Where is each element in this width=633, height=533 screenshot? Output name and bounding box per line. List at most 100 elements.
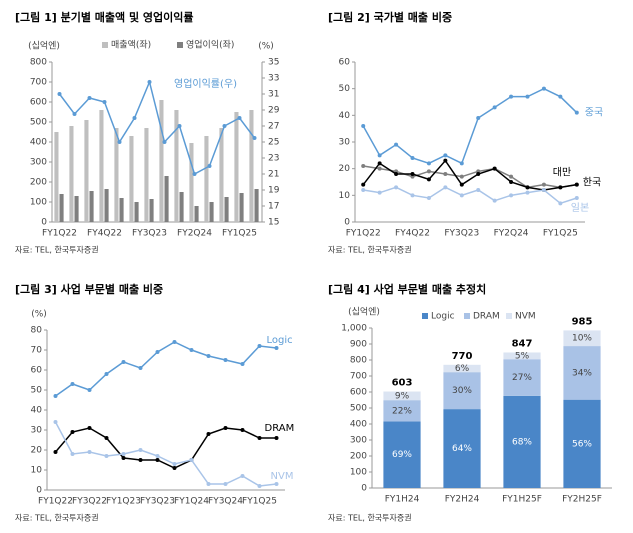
bar: [249, 110, 254, 222]
y-tick-label: 600: [30, 98, 47, 108]
legend-swatch: [177, 42, 183, 48]
total-label: 985: [572, 316, 593, 327]
bar-segment: [563, 346, 601, 400]
y-tick-label: 60: [31, 366, 43, 376]
marker: [377, 153, 382, 158]
x-tick-label: FY2Q24: [494, 229, 529, 239]
source: 자료: TEL, 한국투자증권: [328, 513, 412, 523]
value-label: 5%: [515, 351, 530, 361]
y-tick-label: 200: [350, 452, 367, 462]
x-tick-label: FY3Q23: [140, 497, 175, 507]
marker: [509, 193, 514, 198]
total-label: 847: [512, 338, 533, 349]
series-label: NVM: [271, 471, 294, 482]
marker: [192, 172, 197, 176]
marker: [274, 346, 279, 350]
marker: [492, 166, 497, 171]
marker: [443, 153, 448, 158]
y-tick-label: 300: [350, 436, 367, 446]
y-tick-label: 500: [350, 404, 367, 414]
marker: [426, 169, 431, 174]
bar: [234, 112, 239, 222]
marker: [189, 458, 194, 462]
x-tick-label: FY1Q24: [174, 497, 209, 507]
source: 자료: TEL, 한국투자증권: [328, 245, 412, 255]
x-tick-label: FY1Q23: [106, 497, 141, 507]
y-tick-label: 30: [31, 426, 43, 436]
marker: [476, 116, 481, 120]
marker: [274, 482, 279, 486]
marker: [87, 96, 92, 100]
chart-title: [그림 2] 국가별 매출 비중: [328, 10, 452, 24]
marker: [240, 362, 245, 366]
marker: [237, 116, 242, 120]
marker: [426, 177, 431, 182]
marker: [189, 348, 194, 352]
bar-segment: [503, 359, 541, 396]
legend-label: 매출액(좌): [111, 39, 151, 51]
x-tick-label: FY4Q22: [395, 229, 430, 239]
y-tick-label: 0: [36, 486, 42, 496]
marker: [443, 172, 448, 176]
marker: [138, 448, 143, 452]
total-label: 603: [392, 378, 413, 389]
y2-tick-label: 23: [268, 154, 279, 164]
marker: [426, 196, 431, 200]
bar: [69, 126, 74, 222]
marker: [132, 116, 137, 120]
x-tick-label: FY1Q22: [346, 229, 381, 239]
marker: [377, 166, 382, 171]
marker: [172, 462, 177, 466]
bar: [149, 199, 154, 222]
marker: [70, 452, 75, 456]
marker: [257, 484, 262, 488]
y-tick-label: 100: [30, 198, 47, 208]
marker: [207, 164, 212, 168]
legend-swatch: [464, 313, 470, 319]
value-label: 30%: [452, 386, 472, 396]
bar-segment: [383, 391, 421, 401]
marker: [138, 458, 143, 462]
y2-tick-label: 19: [268, 186, 280, 196]
marker: [155, 454, 160, 458]
bar: [114, 128, 119, 222]
x-tick-label: FY2H24: [445, 495, 480, 505]
bar: [74, 196, 79, 222]
y-tick-label: 50: [31, 386, 43, 396]
marker: [492, 105, 497, 110]
marker: [155, 350, 160, 354]
bar-segment: [443, 409, 481, 488]
marker: [525, 185, 530, 190]
y-tick-label: 40: [339, 111, 351, 121]
x-tick-label: FY1Q22: [42, 229, 77, 239]
total-label: 770: [452, 351, 473, 362]
marker: [252, 136, 257, 140]
marker: [459, 174, 464, 179]
marker: [459, 161, 464, 166]
marker: [541, 188, 546, 192]
marker: [509, 180, 514, 184]
marker: [361, 164, 366, 168]
bar: [219, 128, 224, 222]
marker: [104, 372, 109, 376]
series-label: 대만: [553, 167, 571, 179]
value-label: 22%: [392, 406, 412, 416]
y-tick-label: 300: [30, 158, 47, 168]
marker: [104, 436, 109, 440]
marker: [509, 94, 514, 99]
x-tick-label: FY1Q25: [222, 229, 257, 239]
source: 자료: TEL, 한국투자증권: [15, 513, 99, 523]
x-tick-label: FY2H25F: [562, 495, 602, 505]
bar: [224, 197, 229, 222]
bar: [239, 193, 244, 222]
marker: [172, 340, 177, 344]
marker: [541, 182, 546, 187]
y-tick-label: 1,000: [341, 324, 367, 334]
value-label: 10%: [572, 334, 592, 344]
y2-tick-label: 15: [268, 218, 279, 228]
marker: [53, 394, 58, 398]
value-label: 34%: [572, 368, 592, 378]
y-tick-label: 900: [350, 340, 367, 350]
y-tick-label: 20: [31, 446, 43, 456]
marker: [223, 426, 228, 430]
